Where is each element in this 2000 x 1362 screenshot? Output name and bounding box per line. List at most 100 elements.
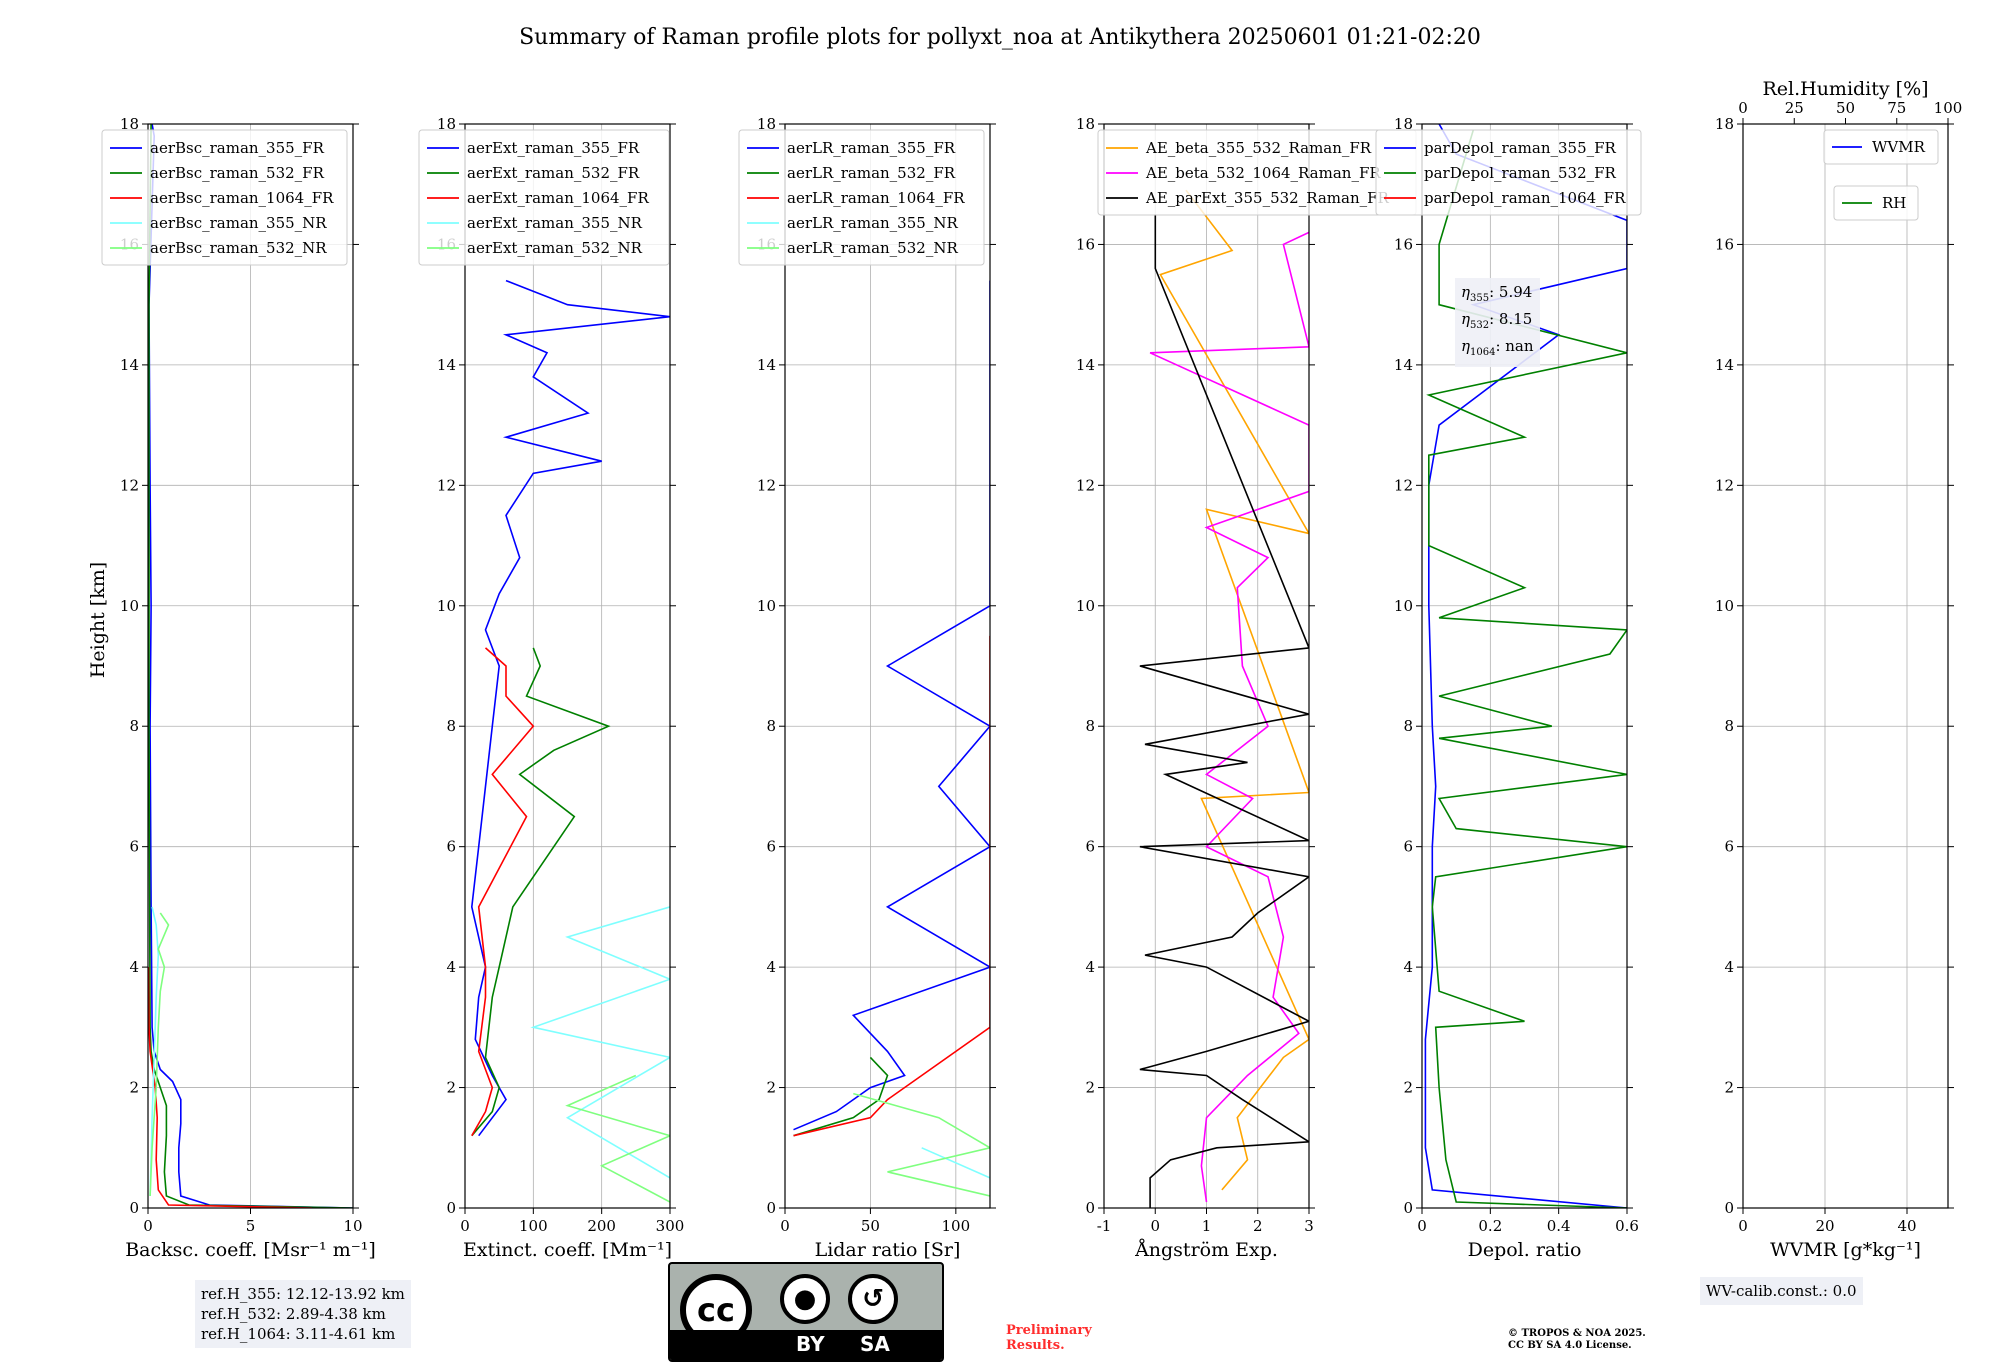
attribution-person-icon: ● <box>780 1274 830 1324</box>
top-tick-label: 50 <box>1836 99 1855 117</box>
panel-2: 0100200300024681012141618Extinct. coeff.… <box>418 115 685 1261</box>
y-tick-label: 12 <box>437 476 456 494</box>
eta-box: η355: 5.94 η532: 8.15 η1064: nan <box>1455 278 1540 367</box>
y-tick-label: 10 <box>1715 597 1734 615</box>
y-tick-label: 12 <box>757 476 776 494</box>
y-tick-label: 10 <box>757 597 776 615</box>
y-tick-label: 8 <box>766 717 776 735</box>
y-tick-label: 8 <box>1724 717 1734 735</box>
panel-6: 0 20 40 0 2 4 6 8 10 12 14 16 18 WVMR [g*kg⁻¹] 0 25 50 75… <box>1715 78 1962 1261</box>
y-tick-label: 12 <box>1715 476 1734 494</box>
y-tick-label: 14 <box>1394 356 1413 374</box>
series-line-aerExt_raman_532_FR <box>471 647 611 1137</box>
legend-box <box>1833 185 1919 221</box>
plot-frame <box>1742 123 1949 1209</box>
x-axis-label: WVMR [g*kg⁻¹] <box>1770 1239 1921 1261</box>
y-axis-label: Height [km] <box>87 562 109 678</box>
legend-entry: aerExt_raman_355_NR <box>467 214 643 232</box>
y-tick-label: 12 <box>120 476 139 494</box>
legend-box <box>1823 129 1939 165</box>
x-tick-label: 5 <box>246 1217 256 1235</box>
legend-entry: aerLR_raman_355_NR <box>787 214 958 232</box>
y-tick-label: 6 <box>766 838 776 856</box>
x-tick-label: 0.2 <box>1478 1217 1502 1235</box>
plot-frame <box>1421 123 1628 1209</box>
x-tick-label: 0 <box>1417 1217 1427 1235</box>
figure-title: Summary of Raman profile plots for polly… <box>519 25 1481 50</box>
y-tick-label: 4 <box>1724 958 1734 976</box>
x-tick-label: 0 <box>780 1217 790 1235</box>
copyright-note: © TROPOS & NOA 2025. CC BY SA 4.0 Licens… <box>1508 1328 1646 1351</box>
x-tick-label: 300 <box>656 1217 685 1235</box>
legend-entry: aerBsc_raman_532_NR <box>150 239 327 257</box>
y-tick-label: 18 <box>1715 115 1734 133</box>
x-tick-label: 0 <box>1738 1217 1748 1235</box>
series-line-AE_beta_532_1064_Raman_FR <box>1149 231 1309 1203</box>
legend-entry: AE_beta_532_1064_Raman_FR <box>1145 164 1381 182</box>
x-tick-label: 0 <box>143 1217 153 1235</box>
y-tick-label: 12 <box>1076 476 1095 494</box>
y-tick-label: 14 <box>437 356 456 374</box>
legend-box <box>1375 129 1642 216</box>
cc-license-badge[interactable]: cc ● ↺ BY SA <box>668 1262 944 1362</box>
series-line-AE_parExt_355_532_Raman_FR <box>1139 214 1309 1208</box>
legend-entry: aerExt_raman_1064_FR <box>467 189 649 207</box>
y-tick-label: 2 <box>1403 1079 1413 1097</box>
license-sa: SA <box>860 1332 890 1356</box>
y-tick-label: 18 <box>757 115 776 133</box>
y-tick-label: 4 <box>766 958 776 976</box>
y-tick-label: 6 <box>446 838 456 856</box>
x-tick-label: 0 <box>460 1217 470 1235</box>
legend-entry: aerBsc_raman_355_FR <box>150 139 325 157</box>
legend: AE_beta_355_532_Raman_FR AE_beta_532_1064… <box>1097 129 1417 216</box>
y-tick-label: 0 <box>766 1199 776 1217</box>
ref-heights-box: ref.H_355: 12.12-13.92 km ref.H_532: 2.8… <box>195 1280 411 1348</box>
y-tick-label: 10 <box>1394 597 1413 615</box>
legend-entry: parDepol_raman_355_FR <box>1424 139 1617 157</box>
y-tick-label: 12 <box>1394 476 1413 494</box>
y-tick-label: 0 <box>1724 1199 1734 1217</box>
x-axis-label: Ångström Exp. <box>1134 1239 1278 1261</box>
y-tick-label: 16 <box>1394 235 1413 253</box>
y-tick-label: 0 <box>129 1199 139 1217</box>
legend-entry: aerBsc_raman_1064_FR <box>150 189 334 207</box>
series-line-aerBsc_raman_532_FR <box>148 124 353 1208</box>
series-line-parDepol_raman_532_FR <box>1426 129 1627 1208</box>
y-tick-label: 10 <box>437 597 456 615</box>
x-tick-label: 20 <box>1815 1217 1834 1235</box>
legend-entry: aerLR_raman_532_FR <box>787 164 956 182</box>
legend-box <box>418 129 670 266</box>
x-axis-label: Depol. ratio <box>1468 1239 1582 1261</box>
series-line-aerExt_raman_532_NR <box>565 1074 670 1203</box>
y-tick-label: 14 <box>120 356 139 374</box>
top-tick-label: 75 <box>1887 99 1906 117</box>
y-tick-label: 8 <box>446 717 456 735</box>
legend-entry: AE_parExt_355_532_Raman_FR <box>1145 189 1390 207</box>
y-tick-label: 16 <box>1715 235 1734 253</box>
y-tick-label: 6 <box>1724 838 1734 856</box>
x-tick-label: 1 <box>1202 1217 1212 1235</box>
legend: aerLR_raman_355_FR aerLR_raman_532_FR aerL… <box>738 129 985 266</box>
series-line-aerLR_raman_355_FR <box>793 280 990 1131</box>
y-tick-label: 2 <box>1085 1079 1095 1097</box>
series-line-aerLR_raman_532_NR <box>853 1092 990 1197</box>
y-tick-label: 14 <box>1076 356 1095 374</box>
legend-entry: RH <box>1882 194 1906 212</box>
legend-entry: aerExt_raman_355_FR <box>467 139 640 157</box>
x-tick-label: 100 <box>519 1217 548 1235</box>
top-tick-label: 100 <box>1934 99 1963 117</box>
y-tick-label: 4 <box>446 958 456 976</box>
y-tick-label: 8 <box>129 717 139 735</box>
y-tick-label: 18 <box>437 115 456 133</box>
license-bar <box>670 1330 942 1360</box>
series-line-aerExt_raman_1064_FR <box>471 647 535 1137</box>
y-tick-label: 2 <box>446 1079 456 1097</box>
y-tick-label: 18 <box>120 115 139 133</box>
series-line-aerLR_raman_355_NR <box>921 1147 990 1179</box>
eta-355: η355: 5.94 <box>1461 283 1533 304</box>
series-line-aerLR_raman_532_FR <box>793 1056 889 1137</box>
legend-entry: AE_beta_355_532_Raman_FR <box>1145 139 1372 157</box>
legend-entry: aerExt_raman_532_FR <box>467 164 640 182</box>
